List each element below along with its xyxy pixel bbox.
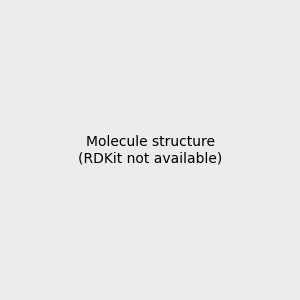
- Text: Molecule structure
(RDKit not available): Molecule structure (RDKit not available): [78, 135, 222, 165]
